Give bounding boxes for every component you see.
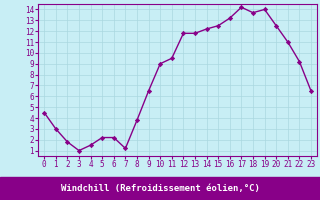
Text: Windchill (Refroidissement éolien,°C): Windchill (Refroidissement éolien,°C) <box>60 184 260 193</box>
